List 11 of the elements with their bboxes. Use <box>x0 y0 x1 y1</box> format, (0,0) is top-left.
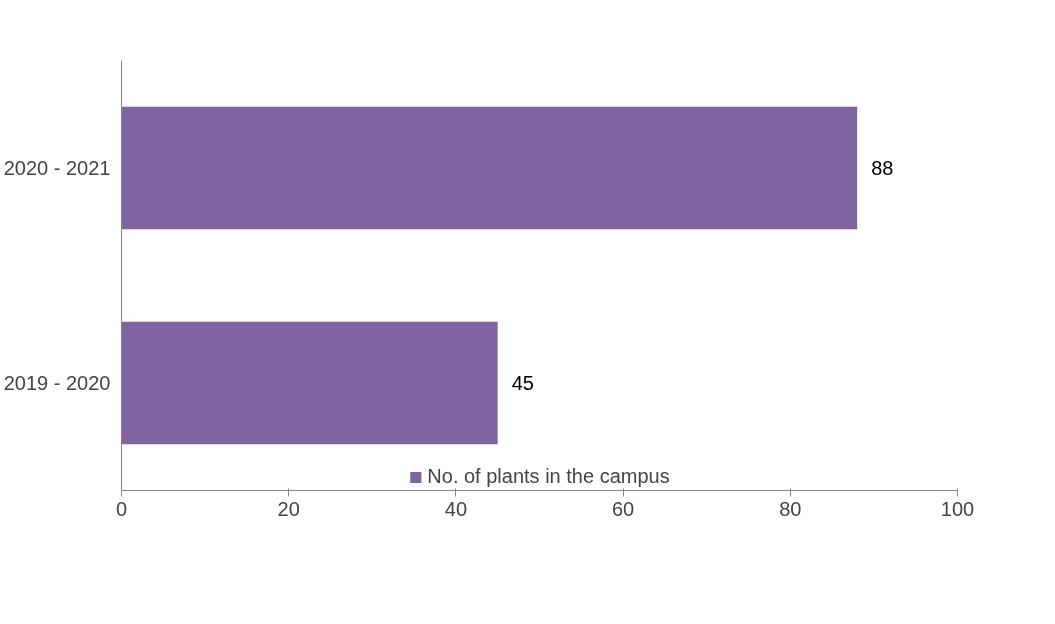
legend-label: No. of plants in the campus <box>427 465 670 488</box>
data-label: 88 <box>871 157 894 179</box>
x-tick-label: 60 <box>611 497 635 520</box>
x-tick-label: 40 <box>444 497 468 520</box>
x-tick-label: 0 <box>115 497 128 520</box>
data-label: 45 <box>511 372 534 394</box>
y-tick-label: 2019 - 2020 <box>3 372 111 394</box>
x-tick-label: 20 <box>277 497 300 520</box>
y-tick-label: 2020 - 2021 <box>3 157 111 179</box>
x-tick-label: 100 <box>940 497 975 520</box>
x-tick-label: 80 <box>779 497 802 520</box>
